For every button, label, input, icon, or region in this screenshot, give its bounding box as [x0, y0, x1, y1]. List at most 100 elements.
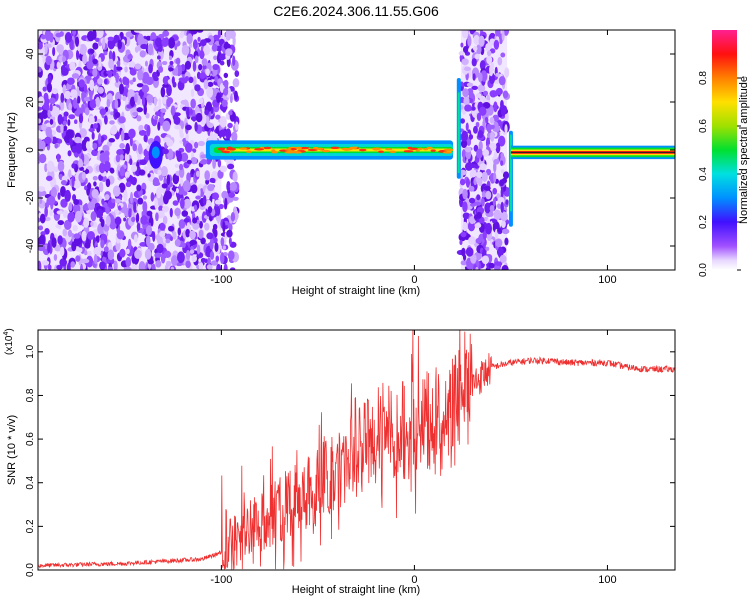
signal-peak — [284, 151, 293, 154]
noise-blob — [38, 106, 43, 111]
snr-multiplier-exp: 4 — [3, 332, 10, 336]
noise-blob — [42, 86, 47, 92]
signal-peak — [352, 146, 358, 149]
noise-blob — [465, 178, 471, 188]
noise-blob — [147, 43, 154, 56]
noise-blob — [459, 54, 464, 61]
noise-blob — [190, 157, 198, 165]
noise-blob — [488, 210, 494, 217]
noise-blob — [479, 95, 486, 101]
noise-blob — [127, 238, 132, 251]
noise-blob — [71, 175, 75, 188]
noise-blob — [219, 129, 227, 137]
noise-blob — [67, 119, 71, 126]
noise-blob — [161, 61, 168, 66]
noise-blob — [472, 73, 476, 81]
noise-blob — [132, 143, 137, 152]
noise-blob — [199, 159, 208, 165]
noise-blob — [185, 260, 191, 269]
noise-blob — [143, 104, 147, 115]
noise-blob — [467, 35, 472, 47]
noise-blob — [500, 152, 504, 159]
noise-blob — [202, 64, 207, 70]
noise-blob — [210, 95, 217, 101]
noise-blob — [141, 95, 146, 106]
noise-blob — [174, 238, 181, 247]
noise-blob — [152, 181, 161, 187]
noise-blob — [460, 260, 467, 266]
noise-blob — [165, 238, 171, 244]
noise-blob — [43, 92, 49, 102]
noise-blob — [173, 116, 181, 125]
noise-blob — [160, 112, 164, 119]
noise-blob — [186, 159, 192, 165]
noise-blob — [180, 152, 189, 162]
signal-peak — [358, 148, 367, 152]
noise-blob — [192, 60, 197, 72]
noise-blob — [56, 153, 60, 163]
noise-blob — [189, 249, 195, 254]
noise-blob — [106, 113, 114, 120]
noise-blob — [128, 128, 136, 139]
noise-blob — [40, 231, 46, 236]
noise-blob — [51, 237, 57, 248]
noise-blob — [235, 121, 239, 131]
noise-blob — [117, 39, 123, 50]
noise-blob — [230, 211, 236, 222]
noise-blob — [213, 55, 218, 61]
noise-blob — [114, 66, 123, 71]
colorbar-tick-label: 0.0 — [698, 263, 709, 277]
noise-blob — [74, 36, 80, 47]
spectrogram-plot: -100 0 100 -40 -20 0 20 40 Height of straight … — [6, 29, 676, 297]
noise-blob — [42, 101, 50, 111]
noise-blob — [476, 194, 481, 201]
noise-blob — [120, 129, 125, 142]
noise-blob — [499, 254, 507, 264]
noise-blob — [461, 58, 469, 66]
noise-blob — [170, 105, 176, 117]
noise-blob — [100, 239, 105, 249]
noise-blob — [119, 166, 125, 177]
noise-blob — [99, 108, 107, 116]
noise-blob — [95, 235, 100, 244]
noise-blob — [169, 60, 174, 66]
noise-blob — [166, 97, 172, 108]
y-tick-label: 40 — [25, 48, 36, 60]
noise-blob — [497, 56, 503, 66]
noise-blob — [134, 46, 139, 53]
noise-blob — [38, 139, 43, 150]
noise-blob — [44, 206, 48, 218]
noise-blob — [496, 265, 501, 270]
noise-blob — [476, 148, 483, 159]
noise-blob — [38, 112, 46, 119]
noise-blob — [72, 224, 78, 232]
noise-blob — [96, 30, 104, 39]
signal-peak — [245, 150, 252, 153]
noise-blob — [504, 124, 508, 135]
noise-blob — [142, 201, 148, 213]
noise-blob — [486, 55, 493, 65]
noise-blob — [222, 221, 226, 233]
noise-blob — [98, 57, 102, 68]
noise-blob — [219, 53, 226, 61]
x-tick-label: 0 — [411, 574, 417, 586]
noise-blob — [83, 83, 88, 93]
noise-blob — [92, 175, 98, 181]
noise-blob — [488, 142, 497, 151]
noise-blob — [69, 61, 76, 71]
noise-blob — [129, 158, 133, 166]
noise-blob — [494, 261, 503, 267]
noise-blob — [102, 144, 110, 153]
noise-blob — [219, 82, 225, 93]
noise-blob — [193, 75, 197, 88]
noise-blob — [81, 104, 85, 112]
noise-blob — [195, 112, 203, 123]
noise-blob — [89, 49, 95, 54]
noise-blob — [56, 61, 61, 69]
noise-blob — [179, 163, 184, 171]
signal-peak — [226, 147, 237, 151]
noise-blob — [462, 254, 467, 261]
spectrogram-y-ticks: -40 -20 0 20 40 — [25, 48, 675, 253]
noise-blob — [103, 160, 111, 172]
noise-blob — [106, 98, 111, 108]
